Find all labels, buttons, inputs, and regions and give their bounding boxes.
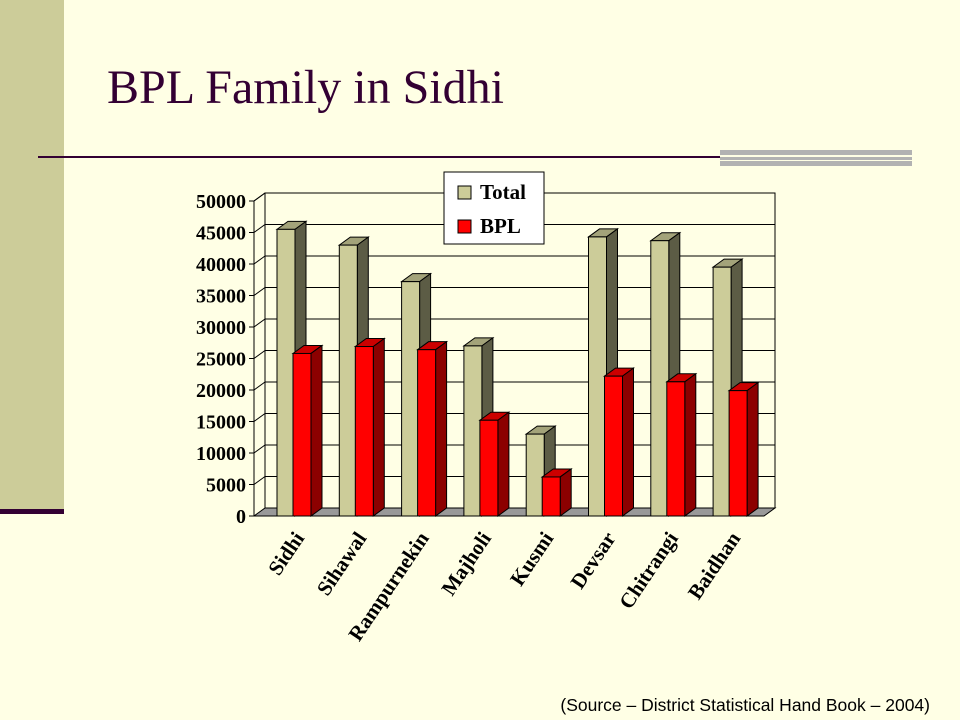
bar-side xyxy=(497,411,510,517)
y-tick-label: 35000 xyxy=(196,286,246,308)
bar-side xyxy=(559,467,572,517)
bar-front xyxy=(479,419,499,517)
bar-front xyxy=(525,433,545,517)
x-tick-label: Majholi xyxy=(436,527,496,600)
bar-bpl-sidhi xyxy=(291,344,324,517)
bar-front xyxy=(354,346,374,517)
chart-legend: Total BPL xyxy=(443,171,545,245)
x-tick-label: Chitrangi xyxy=(614,527,683,613)
y-tick-label: 45000 xyxy=(196,223,246,245)
bar-front xyxy=(728,390,748,517)
bar-front xyxy=(401,281,421,517)
gridline-side xyxy=(253,444,266,454)
x-tick-label: Devsar xyxy=(566,527,621,593)
y-tick-label: 40000 xyxy=(196,254,246,276)
y-tick-label: 10000 xyxy=(196,443,246,465)
legend-label-total: Total xyxy=(480,180,526,204)
legend-label-bpl: BPL xyxy=(480,214,521,238)
chart-floor xyxy=(252,507,777,517)
bar-front xyxy=(541,476,561,517)
left-accent-bar-base xyxy=(0,509,64,514)
bar-side xyxy=(435,340,448,517)
bar-bpl-rampurnekin xyxy=(416,340,449,517)
gridline-side xyxy=(253,318,266,328)
bar-front xyxy=(292,352,312,517)
legend-swatch-total xyxy=(457,185,472,200)
chart-bars xyxy=(275,220,760,517)
bar-bpl-baidhan xyxy=(727,381,760,517)
bar-side xyxy=(310,344,323,517)
y-tick-label: 0 xyxy=(236,506,246,528)
y-tick-label: 20000 xyxy=(196,380,246,402)
gridline-side xyxy=(253,413,266,422)
x-tick-label: Baidhan xyxy=(683,527,746,604)
bar-front xyxy=(417,349,437,517)
x-tick-label: Kusmi xyxy=(505,527,558,590)
gridline-side xyxy=(253,192,266,202)
bar-bpl-majholi xyxy=(478,411,511,517)
bar-front xyxy=(276,228,296,517)
bar-front xyxy=(650,240,670,517)
y-tick-label: 30000 xyxy=(196,317,246,339)
bar-side xyxy=(746,381,759,517)
y-tick-label: 50000 xyxy=(196,191,246,213)
title-divider-accent xyxy=(720,149,912,167)
bar-bpl-devsar xyxy=(602,367,636,517)
title-divider xyxy=(38,156,912,158)
bar-bpl-sihawal xyxy=(353,337,386,517)
legend-swatch-bpl xyxy=(457,219,472,234)
bar-front xyxy=(666,381,686,517)
slide-title: BPL Family in Sidhi xyxy=(107,61,504,114)
y-axis: 0 5000 10000 15000 20000 25000 30000 35000 40000… xyxy=(196,191,254,528)
x-tick-label: Sihawal xyxy=(312,527,372,600)
y-tick-label: 15000 xyxy=(196,412,246,434)
gridline-side xyxy=(253,255,266,265)
left-accent-bar xyxy=(0,0,64,512)
bar-front xyxy=(463,345,483,517)
bar-front xyxy=(338,244,358,517)
gridline-side xyxy=(253,381,266,391)
y-tick-label: 5000 xyxy=(206,475,246,497)
gridline-side xyxy=(253,350,266,359)
bar-front xyxy=(712,266,732,517)
y-tick-label: 25000 xyxy=(196,349,246,371)
bar-bpl-chitrangi xyxy=(665,372,698,517)
bar-bpl-kusmi xyxy=(540,467,573,517)
gridline-side xyxy=(253,287,266,296)
bar-front xyxy=(604,375,623,517)
source-note: (Source – District Statistical Hand Book… xyxy=(560,695,930,715)
bar-side xyxy=(622,367,634,517)
bar-side xyxy=(372,337,385,517)
gridline-side xyxy=(253,224,266,233)
gridline-side xyxy=(253,476,266,485)
bar-side xyxy=(684,372,697,517)
x-tick-label: Sidhi xyxy=(263,527,309,579)
